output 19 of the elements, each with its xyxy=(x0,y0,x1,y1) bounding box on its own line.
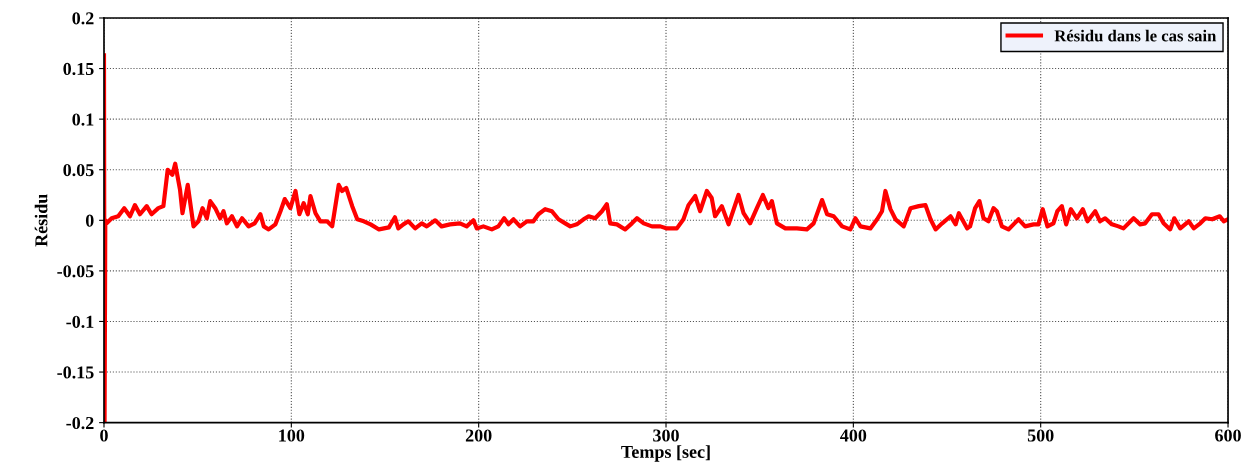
y-axis-title: Résidu xyxy=(34,194,48,247)
x-tick-label: 200 xyxy=(465,429,492,442)
y-tick-label: 0 xyxy=(85,214,94,227)
x-tick-label: 600 xyxy=(1215,429,1241,442)
y-tick-label: 0.1 xyxy=(72,113,94,126)
y-tick-label: -0.05 xyxy=(57,265,94,278)
y-tick-label: -0.15 xyxy=(57,366,94,379)
y-tick-label: 0.2 xyxy=(72,12,94,25)
y-tick-label: -0.1 xyxy=(66,315,94,328)
y-tick-label: -0.2 xyxy=(66,416,94,430)
y-tick-label: 0.15 xyxy=(63,62,94,76)
x-tick-label: 400 xyxy=(840,429,867,442)
x-tick-label: 100 xyxy=(279,429,305,442)
x-tick-label: 300 xyxy=(653,429,679,442)
x-tick-label: 0 xyxy=(100,429,108,442)
x-tick-label: 500 xyxy=(1027,429,1054,442)
y-tick-label: 0.05 xyxy=(63,163,94,177)
legend-label: Résidu dans le cas sain xyxy=(1054,29,1217,42)
x-axis-title: Temps [sec] xyxy=(621,445,710,462)
